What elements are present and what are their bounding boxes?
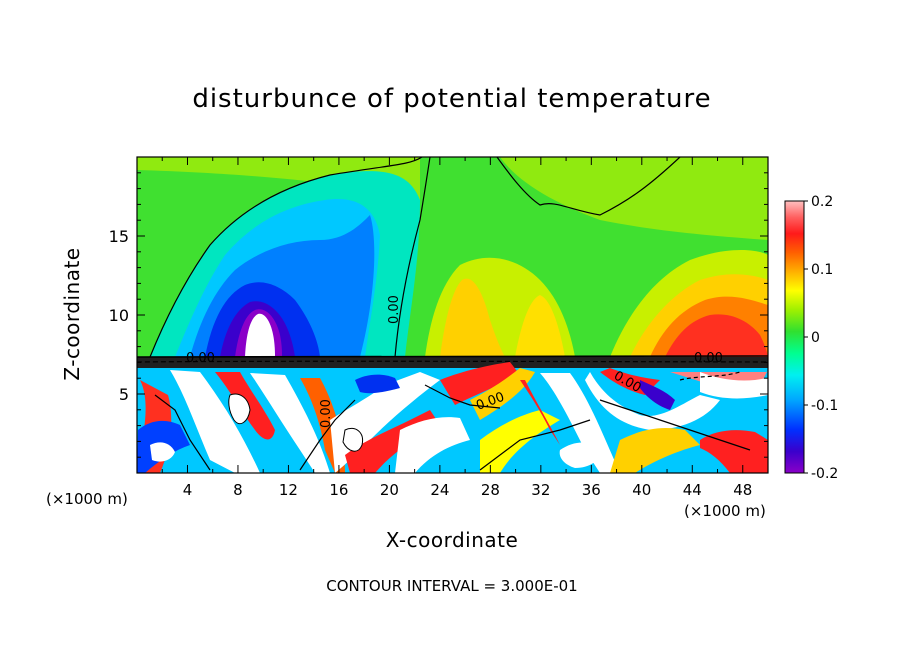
x-tick-label: 48 bbox=[733, 481, 752, 499]
y-axis-label: Z-coordinate bbox=[60, 247, 84, 381]
y-tick-label: 10 bbox=[109, 306, 129, 325]
x-tick-label: 8 bbox=[233, 481, 243, 499]
y-tick-label: 15 bbox=[109, 227, 129, 246]
contour-line bbox=[496, 157, 681, 216]
x-unit-label-right: (×1000 m) bbox=[684, 502, 766, 520]
x-tick-label: 12 bbox=[279, 481, 298, 499]
chart-title: disturbunce of potential temperature bbox=[192, 84, 712, 114]
x-unit-label: (×1000 m) bbox=[46, 490, 128, 508]
x-tick-label: 32 bbox=[531, 481, 550, 499]
contour-interval-note: CONTOUR INTERVAL = 3.000E-01 bbox=[326, 577, 578, 595]
contour-line bbox=[394, 157, 431, 358]
contour-label: 0.00 bbox=[694, 351, 723, 366]
colorbar-tick-label: 0.1 bbox=[811, 262, 833, 278]
x-tick-label: 36 bbox=[582, 481, 601, 499]
contour-label: 0.00 bbox=[319, 399, 334, 428]
turbulence-patches bbox=[137, 357, 768, 473]
x-axis-label: X-coordinate bbox=[385, 528, 519, 552]
x-tick-label: 16 bbox=[329, 481, 348, 499]
contour-line bbox=[149, 157, 423, 358]
colorbar bbox=[784, 200, 805, 474]
x-axis: 4 8 12 16 20 24 28 32 36 40 44 48 bbox=[161, 157, 752, 499]
x-tick-label: 20 bbox=[380, 481, 399, 499]
x-tick-label: 44 bbox=[683, 481, 702, 499]
cold-core-white bbox=[245, 313, 275, 357]
colorbar-tick-label: 0.2 bbox=[811, 194, 833, 210]
x-tick-label: 24 bbox=[430, 481, 449, 499]
warm-center-1 bbox=[440, 278, 505, 357]
colorbar-tick-label: 0 bbox=[811, 330, 820, 346]
y-axis: 5 10 15 bbox=[109, 172, 768, 458]
y-tick-label: 5 bbox=[119, 385, 129, 404]
plot-field bbox=[137, 157, 768, 473]
x-tick-label: 40 bbox=[632, 481, 651, 499]
contour-line bbox=[137, 360, 768, 363]
colorbar-ticks: 0.2 0.1 0 -0.1 -0.2 bbox=[804, 194, 838, 482]
colorbar-tick-label: -0.2 bbox=[811, 466, 838, 482]
warm-right-3 bbox=[665, 314, 768, 357]
contour-label: 0.00 bbox=[387, 295, 402, 324]
colorbar-tick-label: -0.1 bbox=[811, 398, 838, 414]
x-tick-label: 4 bbox=[183, 481, 193, 499]
contour-label: 0.00 bbox=[186, 351, 215, 366]
upper-band bbox=[137, 157, 768, 240]
warm-center-2 bbox=[515, 295, 565, 357]
upper-band-left bbox=[137, 157, 420, 200]
x-tick-label: 28 bbox=[481, 481, 500, 499]
